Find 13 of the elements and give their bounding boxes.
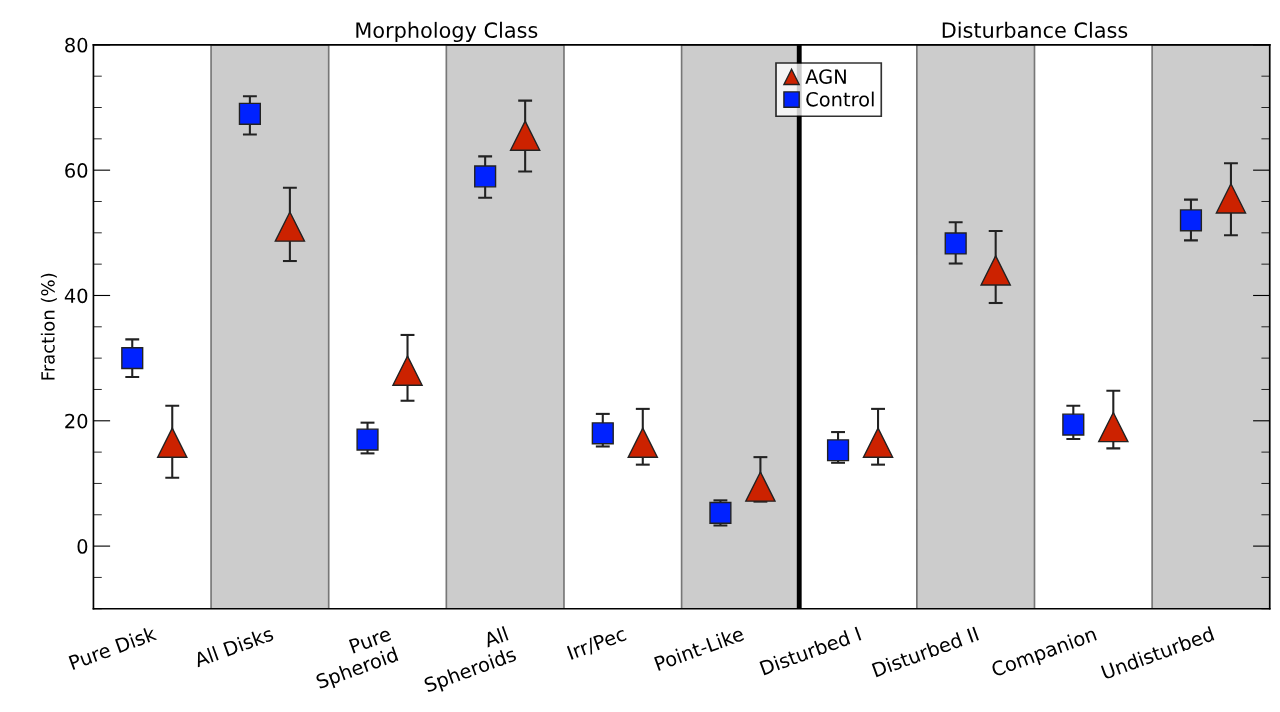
- y-axis-title: Fraction (%): [40, 273, 57, 380]
- legend-label: Control: [806, 91, 874, 107]
- y-tick-label: 20: [65, 413, 88, 429]
- x-tick-label: Pure Disk: [68, 625, 158, 671]
- y-tick-label: 80: [65, 37, 88, 53]
- text: Morphology Class: [356, 21, 538, 43]
- y-tick-label: 40: [64, 288, 88, 304]
- y-tick-label: 60: [65, 163, 88, 178]
- x-tick-label: Irr/Pec: [566, 626, 628, 662]
- y-tick-label: 0: [77, 539, 88, 554]
- legend-label: AGN: [805, 69, 846, 84]
- text: Disturbance Class: [942, 21, 1128, 38]
- x-tick-label: All Disks: [192, 625, 275, 668]
